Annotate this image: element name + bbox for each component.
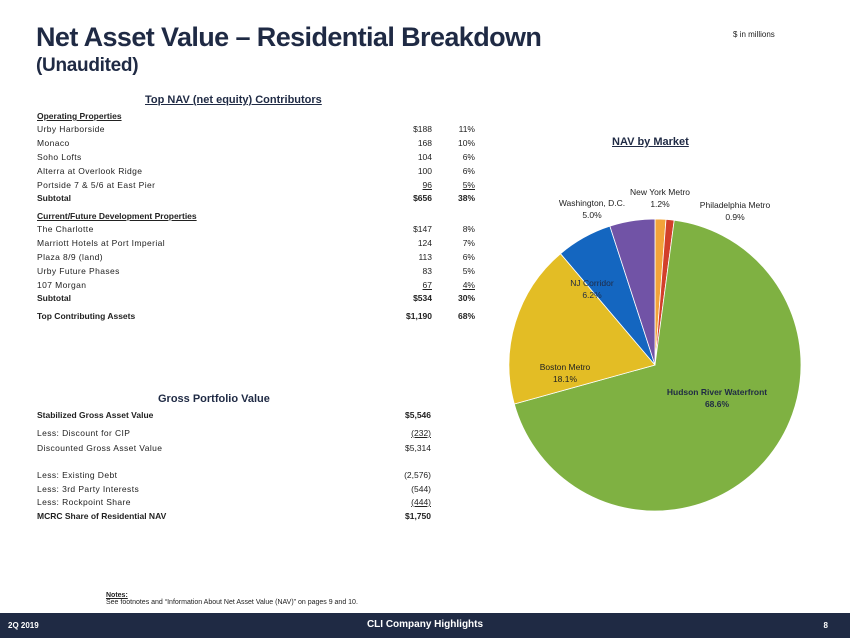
pie-slice-washington-d-c	[609, 218, 656, 366]
notes-text: See footnotes and “Information About Net…	[106, 599, 358, 606]
pie-value-label: 6.2%	[582, 290, 602, 300]
page-title: Net Asset Value – Residential Breakdown	[36, 22, 542, 52]
pie-value-label: 5.0%	[582, 210, 602, 220]
footer-period: 2Q 2019	[8, 621, 39, 630]
footer-title: CLI Company Highlights	[366, 619, 484, 630]
page-number: 8	[823, 621, 828, 630]
pie-category-label: Philadelphia Metro	[700, 200, 771, 210]
pie-value-label: 1.2%	[650, 199, 670, 209]
pie-slice-boston-metro	[508, 253, 656, 405]
pie-slice-hudson-river-waterfront	[513, 219, 802, 512]
page-subtitle: (Unaudited)	[36, 55, 139, 76]
pie-category-label: Hudson River Waterfront	[667, 387, 767, 397]
gross-heading: Gross Portfolio Value	[158, 393, 270, 405]
nav-by-market-pie: New York Metro 1.2% Philadelphia Metro 0.9%…	[508, 187, 802, 512]
units-note: $ in millions	[733, 30, 775, 39]
pie-value-label: 0.9%	[725, 212, 745, 222]
notes: Notes: See footnotes and “Information Ab…	[106, 592, 358, 606]
pie-category-label: Boston Metro	[540, 362, 591, 372]
pie-category-label: New York Metro	[630, 187, 690, 197]
contributors-heading: Top NAV (net equity) Contributors	[145, 94, 322, 106]
notes-heading: Notes:	[106, 592, 128, 599]
chart-title: NAV by Market	[612, 136, 689, 148]
pie-category-label: Washington, D.C.	[559, 198, 625, 208]
pie-category-label: NJ Corridor	[570, 278, 614, 288]
pie-value-label: 68.6%	[705, 399, 730, 409]
footer-bar: 2Q 2019 CLI Company Highlights 8	[0, 613, 850, 638]
pie-value-label: 18.1%	[553, 374, 578, 384]
